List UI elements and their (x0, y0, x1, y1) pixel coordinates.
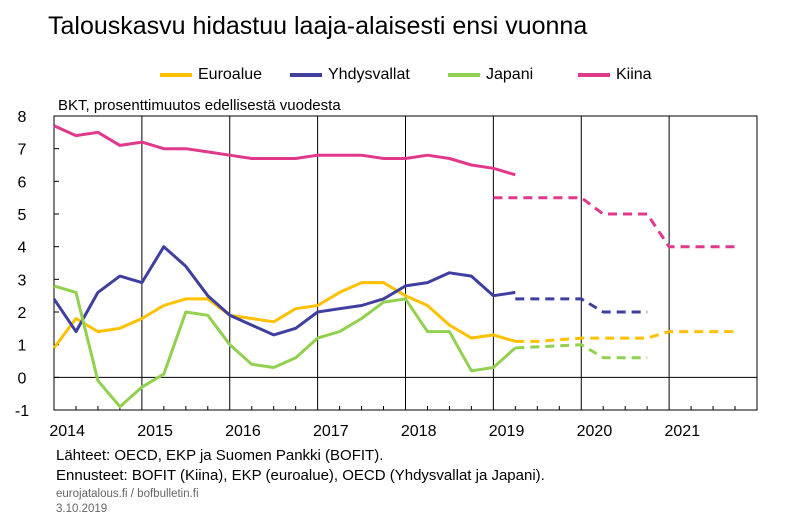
y-tick-label: 1 (18, 338, 27, 355)
series-line-japani-forecast (515, 343, 648, 360)
series-line-yhdysvallat-forecast (515, 297, 648, 314)
legend-swatch-euroalue (160, 73, 192, 77)
footer-sources: Lähteet: OECD, EKP ja Suomen Pankki (BOF… (56, 447, 384, 464)
legend-label-japani: Japani (486, 66, 534, 83)
y-tick-label: 4 (18, 240, 27, 257)
x-tick-label: 2019 (489, 423, 525, 440)
x-tick-label: 2014 (49, 423, 85, 440)
series-line-euroalue-forecast (515, 330, 735, 343)
y-tick-label: 6 (18, 174, 27, 191)
legend-swatch-japani (448, 73, 480, 77)
y-tick-label: 5 (18, 207, 27, 224)
footer-site: eurojatalous.fi / bofbulletin.fi (56, 488, 199, 500)
series-line-kiina-actual (53, 124, 516, 177)
x-tick-label: 2015 (137, 423, 173, 440)
legend-item-euroalue: Euroalue (160, 66, 262, 84)
y-tick-label: 0 (18, 370, 27, 387)
y-tick-label: -1 (15, 403, 29, 420)
x-tick-label: 2016 (225, 423, 261, 440)
x-tick-label: 2021 (665, 423, 701, 440)
legend-label-kiina: Kiina (616, 66, 652, 83)
legend-swatch-yhdysvallat (290, 73, 322, 77)
legend-swatch-kiina (578, 73, 610, 77)
series-line-euroalue-actual (52, 281, 516, 349)
legend-item-japani: Japani (448, 66, 533, 84)
legend-item-kiina: Kiina (578, 66, 652, 84)
series-line-kiina-forecast (493, 196, 735, 249)
line-chart: -1 0 1 2 3 4 5 6 7 8 2014 2015 2016 2017 2018 2019 2020 2… (15, 110, 758, 440)
series-line-yhdysvallat-actual (52, 245, 516, 337)
legend-label-yhdysvallat: Yhdysvallat (328, 66, 410, 83)
x-tick-label: 2018 (401, 423, 437, 440)
series-line-japani-actual (53, 284, 517, 409)
y-tick-label: 2 (18, 305, 27, 322)
x-tick-label: 2020 (577, 423, 613, 440)
chart-title: Talouskasvu hidastuu laaja-alaisesti ens… (48, 12, 588, 40)
footer-forecasts: Ennusteet: BOFIT (Kiina), EKP (euroalue)… (56, 467, 545, 484)
y-axis-label: BKT, prosenttimuutos edellisestä vuodest… (58, 97, 341, 114)
y-tick-label: 7 (18, 142, 27, 159)
footer-date: 3.10.2019 (56, 503, 108, 515)
legend: Euroalue Yhdysvallat Japani Kiina (160, 66, 660, 88)
legend-item-yhdysvallat: Yhdysvallat (290, 66, 410, 84)
y-tick-label: 3 (18, 272, 27, 289)
y-tick-label: 8 (18, 110, 27, 126)
x-tick-label: 2017 (313, 423, 349, 440)
legend-label-euroalue: Euroalue (198, 66, 263, 83)
